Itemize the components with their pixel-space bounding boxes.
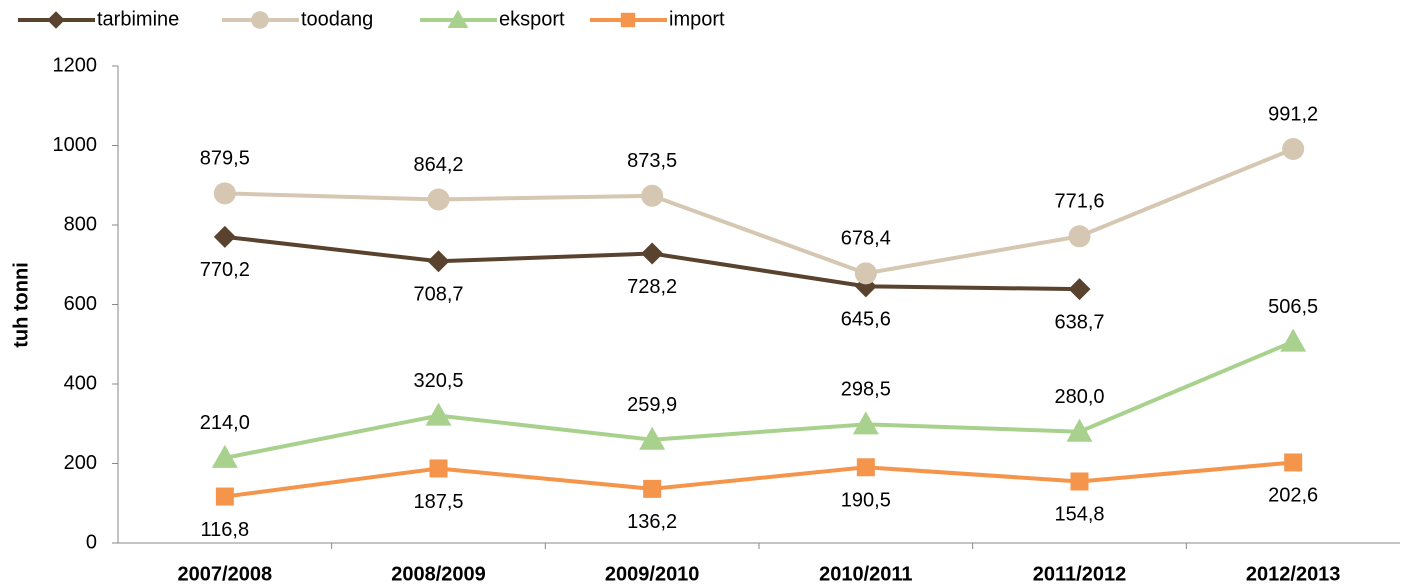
marker <box>427 188 450 211</box>
marker <box>447 9 469 28</box>
data-label: 991,2 <box>1268 103 1318 125</box>
series-line <box>224 339 1294 460</box>
y-tick-label: 800 <box>64 213 97 235</box>
data-label: 771,6 <box>1054 191 1104 213</box>
legend-item: import <box>590 8 725 30</box>
x-tick-label: 2008/2009 <box>391 563 486 585</box>
marker <box>1068 225 1091 248</box>
marker <box>1280 328 1307 352</box>
data-label: 298,5 <box>841 379 891 401</box>
marker <box>213 225 236 248</box>
legend-item: eksport <box>420 8 565 30</box>
y-axis-title: tuh tonni <box>10 262 32 348</box>
series-line <box>224 460 1294 499</box>
y-tick-label: 600 <box>64 293 97 315</box>
x-tick-label: 2009/2010 <box>605 563 700 585</box>
data-label: 864,2 <box>413 154 463 176</box>
data-label: 214,0 <box>200 412 250 434</box>
marker <box>1068 278 1091 301</box>
data-label: 879,5 <box>200 148 250 170</box>
marker <box>213 182 236 205</box>
data-label: 320,5 <box>413 370 463 392</box>
marker <box>854 262 877 285</box>
marker <box>1282 137 1305 160</box>
marker <box>620 12 636 28</box>
data-label: 154,8 <box>1054 504 1104 526</box>
marker <box>1284 453 1303 472</box>
data-label: 202,6 <box>1268 485 1318 507</box>
legend-label: eksport <box>499 8 565 30</box>
marker <box>852 411 879 435</box>
y-tick-label: 1200 <box>53 54 98 76</box>
data-label: 116,8 <box>201 519 250 541</box>
data-label: 638,7 <box>1054 311 1104 333</box>
data-label: 187,5 <box>413 491 463 513</box>
x-tick-label: 2011/2012 <box>1033 563 1126 585</box>
data-label: 645,6 <box>841 309 891 331</box>
marker <box>427 250 450 273</box>
legend-label: toodang <box>301 8 373 30</box>
marker <box>641 242 664 265</box>
marker <box>211 444 238 468</box>
y-tick-label: 400 <box>64 372 97 394</box>
x-tick-label: 2007/2008 <box>178 563 273 585</box>
series-line <box>224 147 1294 276</box>
marker <box>1066 418 1093 442</box>
data-label: 873,5 <box>627 150 677 172</box>
data-label: 506,5 <box>1268 296 1318 318</box>
marker <box>215 487 234 506</box>
data-label: 770,2 <box>200 259 250 281</box>
marker <box>643 479 662 498</box>
data-label: 136,2 <box>627 511 677 533</box>
y-tick-label: 200 <box>64 452 97 474</box>
data-label: 190,5 <box>841 490 891 512</box>
legend-item: toodang <box>222 8 373 30</box>
data-label: 728,2 <box>627 276 677 298</box>
y-tick-label: 0 <box>86 531 97 553</box>
marker <box>251 11 269 29</box>
x-tick-label: 2010/2011 <box>819 563 912 585</box>
data-label: 708,7 <box>413 284 463 306</box>
data-label: 280,0 <box>1054 386 1104 408</box>
marker <box>641 184 664 207</box>
legend-label: tarbimine <box>97 8 179 30</box>
data-label: 259,9 <box>627 394 677 416</box>
data-label: 678,4 <box>841 228 891 250</box>
marker <box>639 426 666 450</box>
y-tick-label: 1000 <box>53 134 98 156</box>
marker <box>429 459 448 478</box>
marker <box>856 458 875 477</box>
marker <box>425 402 452 426</box>
marker <box>47 11 65 29</box>
marker <box>1070 472 1089 491</box>
x-tick-label: 2012/2013 <box>1246 563 1341 585</box>
legend-item: tarbimine <box>18 8 179 30</box>
legend-label: import <box>669 8 725 30</box>
